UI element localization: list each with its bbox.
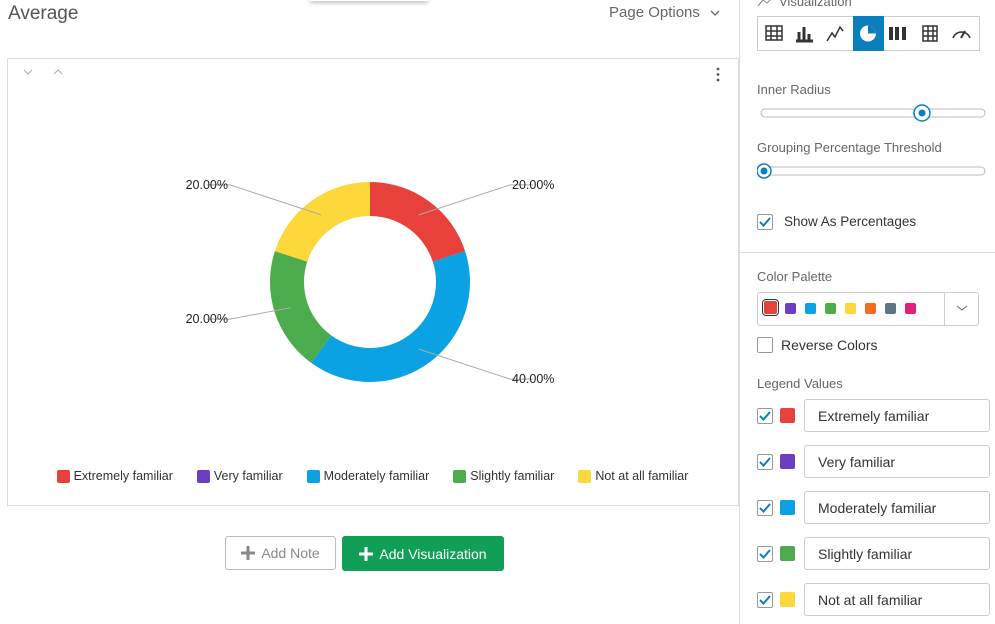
legend-value-input[interactable]: Moderately familiar [804,491,990,524]
legend-label: Very familiar [213,469,283,483]
legend-item: Very familiar [196,469,283,483]
section-label: Visualization [779,0,852,9]
legend-label: Extremely familiar [73,469,173,483]
data-label: 40.00% [512,372,554,386]
panel-menu[interactable] [714,67,722,83]
legend-swatch [196,469,210,483]
legend-label: Moderately familiar [323,469,430,483]
add-visualization-button[interactable]: Add Visualization [342,536,504,571]
section-label: Color Palette [757,269,833,284]
palette-swatch [865,303,876,314]
legend-swatch [56,469,70,483]
data-label: 20.00% [186,178,228,192]
legend-item: Not at all familiar [578,469,688,483]
palette-swatch [905,303,916,314]
inner-radius-slider[interactable] [757,103,989,123]
donut-slice [311,251,470,382]
leader-line [207,184,322,216]
checkbox[interactable] [757,592,773,608]
viz-type-toolbar [757,16,980,51]
data-label: 20.00% [186,312,228,326]
viz-icon [757,0,771,7]
checkbox-label: Reverse Colors [781,337,878,353]
plus-icon [359,546,374,561]
divider [740,252,995,253]
top-popup [310,0,428,1]
checkbox[interactable] [757,408,773,424]
donut-slice [270,251,332,363]
palette-swatch [885,303,896,314]
plus-icon [241,546,256,560]
leader-line [418,348,533,380]
sidebar-border [739,0,740,624]
donut-chart: 20.00% 40.00% 20.00% 20.00% [186,178,555,386]
checkbox[interactable] [757,454,773,470]
legend-swatch [578,469,592,483]
legend: Extremely familiar Very familiar Moderatel… [7,469,738,483]
palette-dropdown[interactable] [757,292,979,326]
leader-line [207,307,292,320]
palette-swatch [762,299,779,316]
grouping-slider[interactable] [757,161,989,181]
divider [944,292,945,326]
legend-swatch [306,469,320,483]
legend-swatch [453,469,467,483]
legend-color [780,408,795,423]
legend-value-input[interactable]: Not at all familiar [804,583,990,616]
legend-color [780,500,795,515]
palette-swatch [805,303,816,314]
legend-item: Slightly familiar [453,469,554,483]
add-visualization-label: Add Visualization [379,545,487,562]
donut-slice [370,182,466,262]
page-options-label: Page Options [609,4,700,21]
chevron [710,10,720,16]
legend-value-input[interactable]: Slightly familiar [804,537,990,570]
legend-value-input[interactable]: Very familiar [804,445,990,478]
section-label: Inner Radius [757,82,831,97]
legend-color [780,454,795,469]
checkbox[interactable] [757,546,773,562]
legend-value-input[interactable]: Extremely familiar [804,399,990,432]
legend-color [780,592,795,607]
checkbox[interactable] [757,337,773,353]
donut-slice [274,182,370,262]
collapse-controls[interactable] [20,66,70,80]
checkbox-label: Show As Percentages [784,214,917,229]
page-options[interactable]: Page Options [609,4,720,21]
checkbox[interactable] [757,214,773,230]
checkbox[interactable] [757,500,773,516]
palette-swatch [825,303,836,314]
legend-label: Slightly familiar [470,469,555,483]
add-note-label: Add Note [261,545,320,561]
legend-label: Not at all familiar [595,469,689,483]
legend-color [780,546,795,561]
add-note-button[interactable]: Add Note [225,536,336,570]
legend-item: Extremely familiar [56,469,173,483]
data-label: 20.00% [512,178,554,192]
chart-panel [7,58,739,506]
chevron [956,305,968,311]
leader-line [418,184,533,216]
section-label: Grouping Percentage Threshold [757,140,942,155]
palette-swatch [845,303,856,314]
page-title: Average [8,3,79,24]
section-label: Legend Values [757,376,843,391]
palette-swatch [785,303,796,314]
legend-item: Moderately familiar [306,469,430,483]
